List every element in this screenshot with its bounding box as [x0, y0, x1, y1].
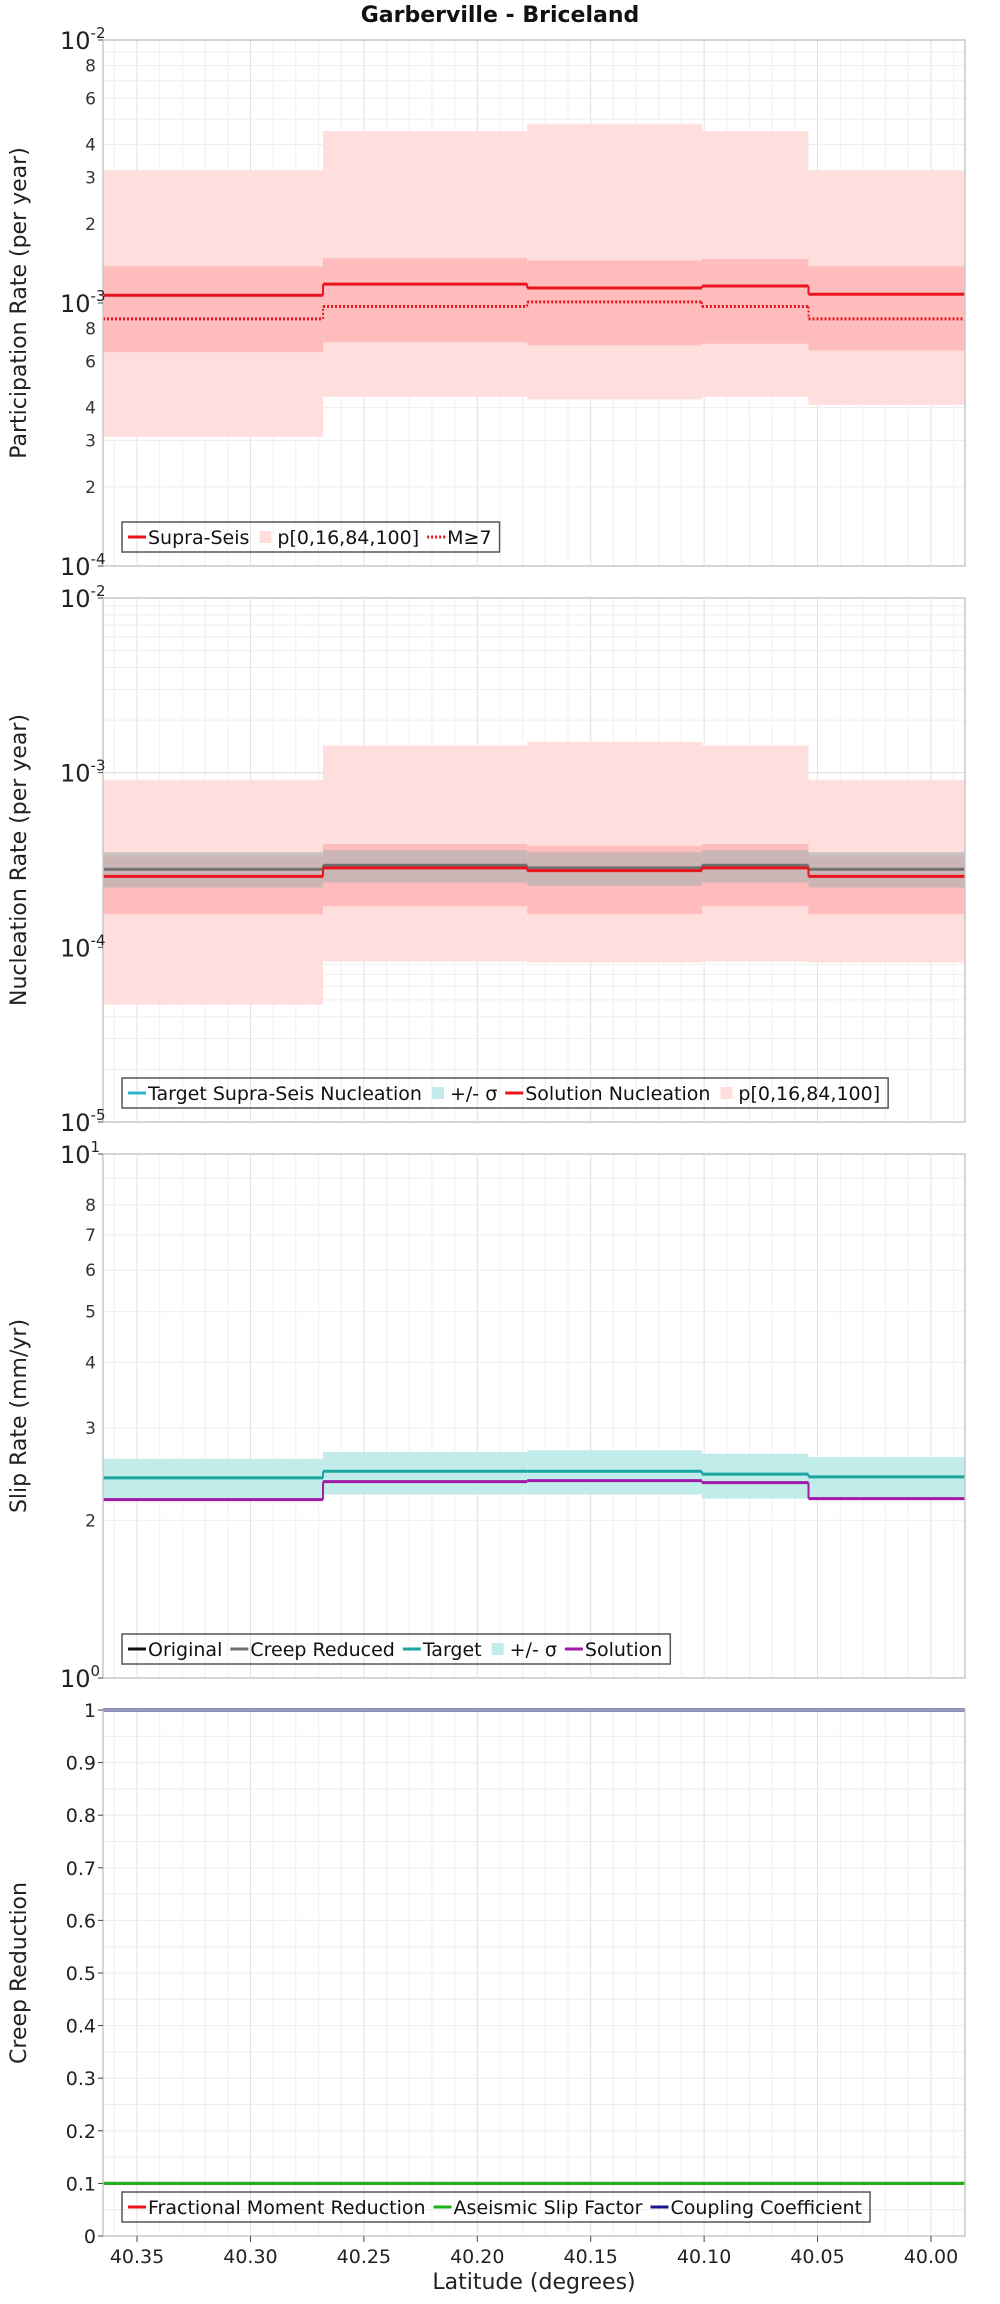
y-axis-title: Nucleation Rate (per year) [7, 714, 32, 1006]
y-tick-label: 0.3 [66, 2068, 96, 2090]
legend-label: Supra-Seis [148, 527, 249, 549]
y-tick-label: 0 [84, 2226, 96, 2248]
y-tick-label: 0.2 [66, 2121, 96, 2143]
chart-panel-1: 10-4 10-3 10-2 2 3 4 6 8 2 3 4 6 8 Participation Rate… [7, 24, 966, 581]
legend-frame [121, 521, 501, 553]
y-tick-label: 10-4 [60, 931, 106, 962]
y-tick-label: 1 [84, 1700, 96, 1722]
legend: Original Creep Reduced Target +/- σ Solution [121, 1633, 672, 1665]
y-minor-tick-label: 6 [85, 352, 96, 372]
y-axis-title: Slip Rate (mm/yr) [7, 1319, 32, 1513]
y-minor-tick-label: 6 [85, 1261, 96, 1281]
chart-panel-3: 100 101 2 3 4 5 6 7 8 Slip Rate (mm/yr) Original Cr… [7, 1138, 966, 1693]
y-minor-tick-label: 8 [85, 319, 96, 339]
legend-box [259, 531, 272, 543]
panels: 10-4 10-3 10-2 2 3 4 6 8 2 3 4 6 8 Participation Rate… [7, 24, 966, 2268]
y-minor-tick-label: 8 [85, 56, 96, 76]
band-segment [323, 1451, 528, 1495]
x-axis-ticks: 40.35 40.30 40.25 40.20 40.15 40.10 40.05 40.00 [110, 2236, 958, 2268]
y-minor-tick-label: 8 [85, 1196, 96, 1216]
y-minor-tick-label: 3 [85, 432, 96, 452]
legend-label: Coupling Coefficient [670, 2197, 862, 2219]
y-minor-tick-label: 4 [85, 1354, 96, 1374]
y-tick-label: 10-4 [60, 550, 106, 581]
x-tick-label: 40.00 [904, 2246, 958, 2268]
y-tick-label: 10-3 [60, 287, 106, 318]
legend-label: +/- σ [510, 1639, 557, 1661]
band-segment [323, 258, 528, 343]
y-tick-label: 0.7 [66, 1858, 96, 1880]
legend: Supra-Seis p[0,16,84,100] M≥7 [121, 521, 501, 553]
legend-label: p[0,16,84,100] [277, 527, 419, 549]
legend-label: Solution Nucleation [525, 1083, 710, 1105]
legend-frame [121, 2191, 871, 2223]
legend: Target Supra-Seis Nucleation +/- σ Solutio… [121, 1077, 889, 1109]
legend-label: M≥7 [447, 527, 491, 549]
figure-title: Garberville - Briceland [361, 3, 640, 28]
legend-box [720, 1087, 733, 1099]
legend-label: Creep Reduced [250, 1639, 394, 1661]
y-tick-label: 10-2 [60, 24, 106, 55]
x-axis-title: Latitude (degrees) [432, 2270, 635, 2295]
legend-box [491, 1643, 504, 1655]
plot-area [103, 1154, 965, 1678]
x-tick-label: 40.15 [564, 2246, 618, 2268]
legend-label: Aseismic Slip Factor [454, 2197, 643, 2219]
plot-frame [102, 597, 966, 1123]
y-tick-label: 0.9 [66, 1753, 96, 1775]
y-tick-label: 0.5 [66, 1963, 96, 1985]
y-tick-label: 10-2 [60, 582, 106, 613]
legend-label: Target [422, 1639, 482, 1661]
legend-frame [121, 1077, 889, 1109]
legend-swatch [431, 1087, 444, 1099]
legend-label: Original [148, 1639, 222, 1661]
y-minor-tick-label: 4 [85, 136, 96, 156]
y-tick-label: 100 [60, 1662, 100, 1693]
y-minor-tick-label: 6 [85, 89, 96, 109]
x-tick-label: 40.20 [450, 2246, 504, 2268]
y-minor-tick-label: 2 [85, 1511, 96, 1531]
y-tick-label: 10-3 [60, 757, 106, 788]
legend-label: +/- σ [450, 1083, 497, 1105]
band-segment [808, 266, 965, 351]
x-tick-label: 40.05 [790, 2246, 844, 2268]
legend-box [431, 1087, 444, 1099]
legend-label: Fractional Moment Reduction [148, 2197, 426, 2219]
legend-swatch [720, 1087, 733, 1099]
legend-label: p[0,16,84,100] [738, 1083, 880, 1105]
y-axis-title: Creep Reduction [7, 1882, 32, 2064]
band-segment [701, 1453, 809, 1499]
legend-swatch [491, 1643, 504, 1655]
y-minor-tick-label: 3 [85, 169, 96, 189]
x-tick-label: 40.35 [110, 2246, 164, 2268]
legend-swatch [259, 531, 272, 543]
legend-label: Target Supra-Seis Nucleation [147, 1083, 422, 1105]
chart-panel-2: 10-5 10-4 10-3 10-2 Nucleation Rate (per yea… [7, 582, 966, 1137]
legend: Fractional Moment Reduction Aseismic Slip… [121, 2191, 871, 2223]
y-tick-label: 101 [60, 1138, 100, 1169]
legend-label: Solution [585, 1639, 662, 1661]
y-tick-label: 0.8 [66, 1805, 96, 1827]
y-minor-tick-label: 5 [85, 1303, 96, 1323]
x-tick-label: 40.10 [677, 2246, 731, 2268]
y-tick-label: 0.4 [66, 2016, 96, 2038]
y-minor-tick-label: 3 [85, 1419, 96, 1439]
band-segment [103, 266, 324, 353]
y-minor-tick-label: 2 [85, 478, 96, 498]
y-tick-label: 0.6 [66, 1910, 96, 1932]
y-tick-label: 10-5 [60, 1106, 106, 1137]
band-segment [701, 258, 809, 344]
plot-frame [102, 1153, 966, 1679]
x-tick-label: 40.30 [223, 2246, 277, 2268]
y-axis-title: Participation Rate (per year) [7, 147, 32, 459]
legend-frame [121, 1633, 672, 1665]
y-minor-tick-label: 4 [85, 399, 96, 419]
y-minor-tick-label: 7 [85, 1226, 96, 1246]
x-tick-label: 40.25 [337, 2246, 391, 2268]
y-tick-label: 0.1 [66, 2173, 96, 2195]
chart-panel-4: 0 0.1 0.2 0.3 0.4 0.5 0.6 0.7 0.8 0.9 1 Creep Reduc… [7, 1700, 966, 2248]
y-minor-tick-label: 2 [85, 215, 96, 235]
